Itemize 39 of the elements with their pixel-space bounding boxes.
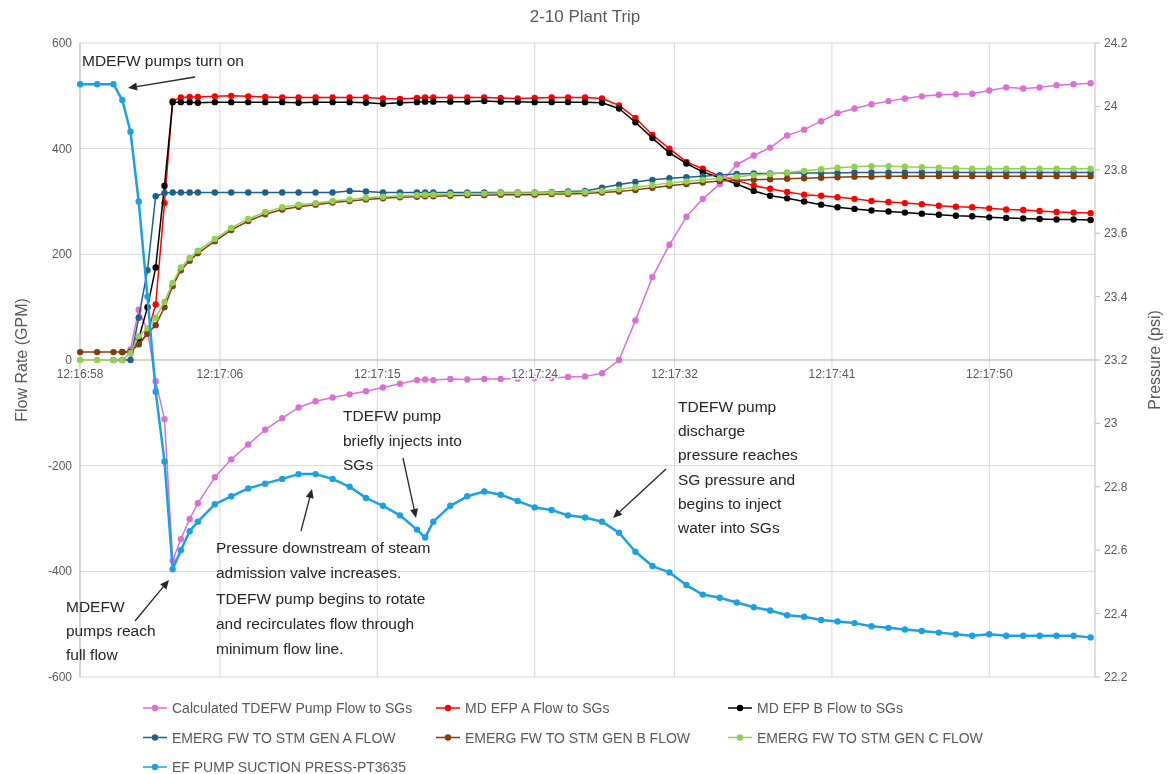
annotation: TDEFW pump discharge pressure reaches SG pressure and begins to inject water into SGs bbox=[677, 398, 798, 536]
legend-label: EMERG FW TO STM GEN C FLOW bbox=[757, 729, 984, 746]
annotation: TDEFW pump briefly injects into SGs bbox=[343, 407, 462, 473]
chart-title: 2-10 Plant Trip bbox=[529, 7, 641, 26]
y2-tick-label: 23.6 bbox=[1104, 226, 1128, 241]
y2-tick-label: 23.2 bbox=[1104, 353, 1128, 367]
legend-label: EMERG FW TO STM GEN B FLOW bbox=[465, 729, 691, 746]
y2-tick-label: 24 bbox=[1104, 99, 1118, 114]
y2-tick-label: 22.6 bbox=[1104, 543, 1128, 558]
x-tick-label: 12:17:15 bbox=[353, 367, 401, 381]
x-tick-label: 12:17:50 bbox=[966, 367, 1014, 381]
annotation: MDEFW pumps reach full flow bbox=[66, 598, 156, 663]
legend-label: MD EFP B Flow to SGs bbox=[757, 700, 903, 716]
x-tick-label: 12:17:06 bbox=[196, 367, 244, 381]
legend-label: Calculated TDEFW Pump Flow to SGs bbox=[172, 700, 413, 716]
y-tick-label: -200 bbox=[47, 458, 73, 473]
legend-label: EF PUMP SUCTION PRESS-PT3635 bbox=[172, 759, 407, 774]
y-tick-label: 600 bbox=[51, 36, 73, 50]
y2-tick-label: 22.4 bbox=[1104, 606, 1128, 621]
y-axis-title: Flow Rate (GPM) bbox=[13, 298, 30, 422]
annotation: Pressure downstream of steam admission valve increases. TDEFW pump begins to rotate and recirculates flow through minimum flow line. bbox=[216, 539, 431, 658]
y2-axis-title: Pressure (psi) bbox=[1146, 310, 1163, 410]
y2-tick-label: 23 bbox=[1104, 416, 1118, 431]
y-tick-label: 200 bbox=[51, 247, 73, 262]
y-tick-label: 400 bbox=[51, 141, 73, 156]
y-tick-label: -400 bbox=[47, 564, 73, 579]
legend-label: EMERG FW TO STM GEN A FLOW bbox=[172, 729, 397, 746]
x-tick-label: 12:16:58 bbox=[56, 367, 104, 381]
x-tick-label: 12:17:41 bbox=[808, 367, 856, 381]
y2-tick-label: 22.8 bbox=[1104, 479, 1128, 494]
y-tick-label: -600 bbox=[47, 670, 73, 684]
x-tick-label: 12:17:32 bbox=[651, 367, 699, 381]
y2-tick-label: 23.4 bbox=[1104, 289, 1128, 304]
annotation: MDEFW pumps turn on bbox=[82, 52, 244, 69]
y2-tick-label: 23.8 bbox=[1104, 162, 1128, 177]
legend-label: MD EFP A Flow to SGs bbox=[465, 700, 610, 716]
y2-tick-label: 24.2 bbox=[1104, 36, 1128, 50]
y-tick-label: 0 bbox=[65, 353, 73, 367]
y2-tick-label: 22.2 bbox=[1104, 670, 1128, 684]
